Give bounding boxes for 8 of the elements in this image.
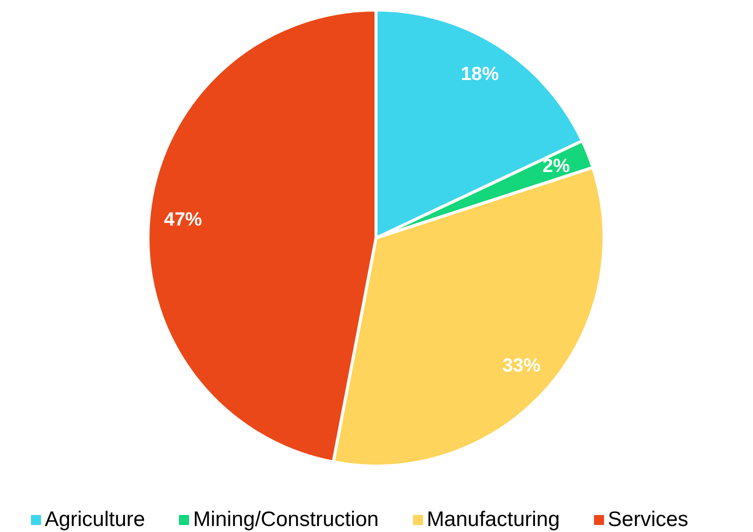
data-label: 47% [164, 209, 202, 230]
legend-label: Manufacturing [426, 508, 560, 531]
legend-label: Services [608, 508, 688, 531]
data-label: 18% [460, 64, 499, 85]
data-label: 2% [542, 156, 570, 178]
legend-label: Agriculture [44, 508, 146, 531]
data-label: 33% [502, 356, 540, 377]
legend-label: Mining/Construction [193, 508, 379, 531]
